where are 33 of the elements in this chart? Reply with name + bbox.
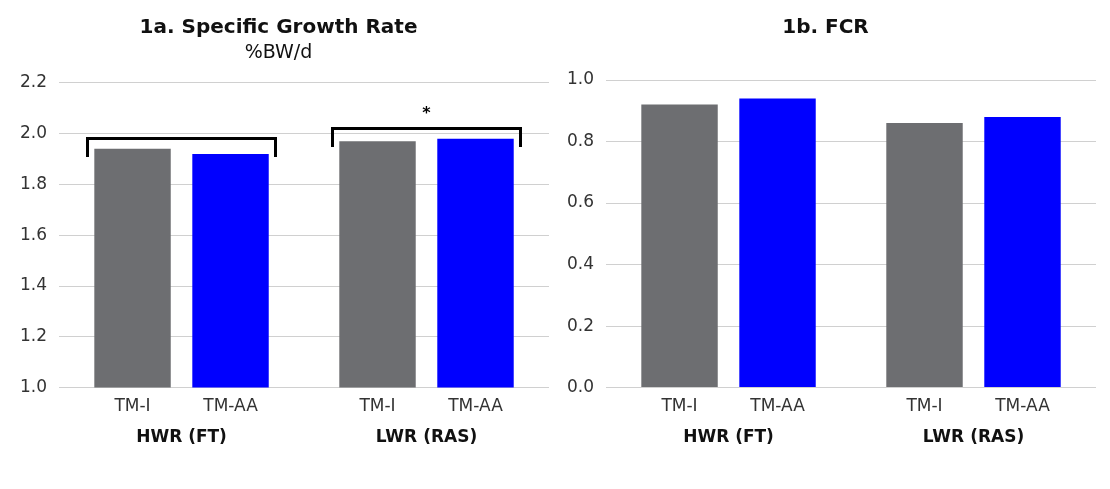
y-tick-label: 1.0 — [19, 376, 48, 397]
y-tick-label: 1.0 — [566, 68, 595, 89]
x-tick-label: LWR (RAS) — [922, 426, 1025, 447]
chart-title: 1b. FCR — [782, 14, 869, 39]
y-tick-label: 0.4 — [566, 252, 595, 273]
y-tick-label: 2.0 — [19, 122, 48, 143]
bar — [641, 104, 718, 388]
series-label: TM-I — [660, 394, 698, 415]
text: TM-I — [906, 394, 943, 415]
y-tick-label: 0.2 — [566, 314, 595, 335]
series-label: TM-I — [358, 394, 396, 415]
annotation: * — [421, 102, 432, 123]
y-tick-label: 1.8 — [19, 172, 48, 193]
chart-title: 1a. Specific Growth Rate — [139, 14, 418, 39]
series-label: TM-AA — [202, 394, 259, 415]
text: TM-AA — [448, 394, 503, 415]
y-tick-label: 0.8 — [566, 129, 595, 150]
bar — [886, 123, 963, 388]
x-tick-label: LWR (RAS) — [375, 426, 478, 447]
y-tick-label: 1.2 — [19, 325, 48, 346]
y-tick-label: 0.0 — [566, 376, 595, 397]
x-tick-label: HWR (FT) — [683, 426, 774, 447]
y-tick-label: 1.6 — [19, 223, 48, 244]
y-tick-label: 0.6 — [566, 191, 595, 212]
chart-subtitle: %BW/d — [244, 40, 313, 63]
y-tick-label: 2.2 — [19, 71, 48, 92]
bar — [739, 98, 816, 388]
bar — [984, 116, 1061, 388]
text: TM-I — [114, 394, 151, 415]
x-tick-label: HWR (FT) — [136, 426, 227, 447]
series-label: TM-AA — [749, 394, 806, 415]
text: TM-AA — [995, 394, 1050, 415]
y-tick-label: 1.4 — [19, 274, 48, 295]
